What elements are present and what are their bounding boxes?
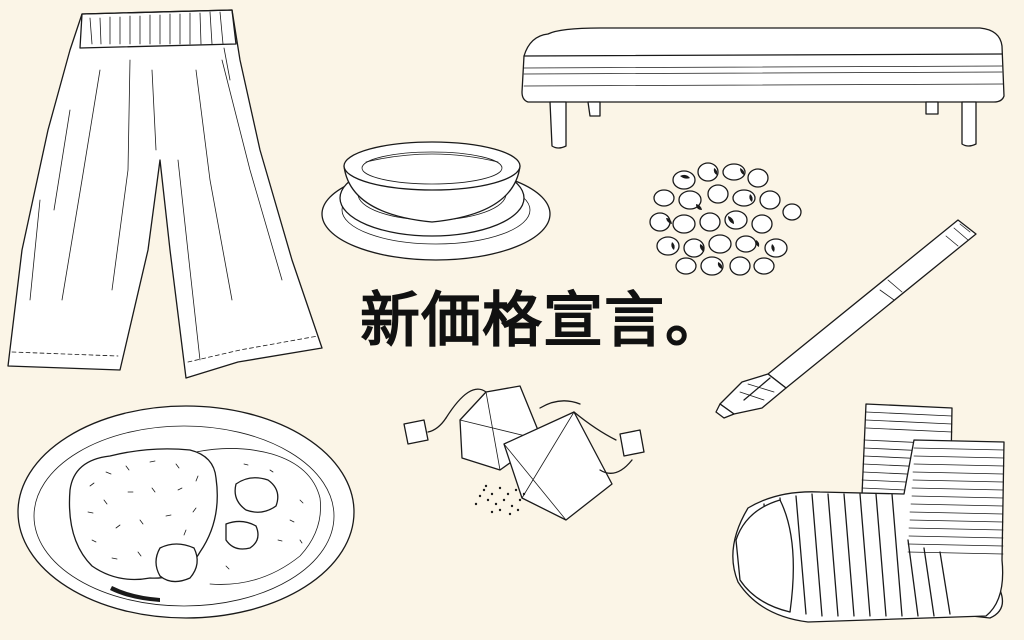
bench-icon <box>521 27 1005 149</box>
striped-socks-icon <box>732 403 1005 623</box>
pen-icon <box>715 219 977 419</box>
nuts-icon <box>649 162 802 276</box>
tea-bags-icon <box>403 385 645 521</box>
bowl-and-plates-icon <box>321 141 551 261</box>
headline: 新価格宣言。 <box>360 286 726 356</box>
curry-plate-icon <box>17 405 355 619</box>
wide-pants-icon <box>7 9 323 379</box>
